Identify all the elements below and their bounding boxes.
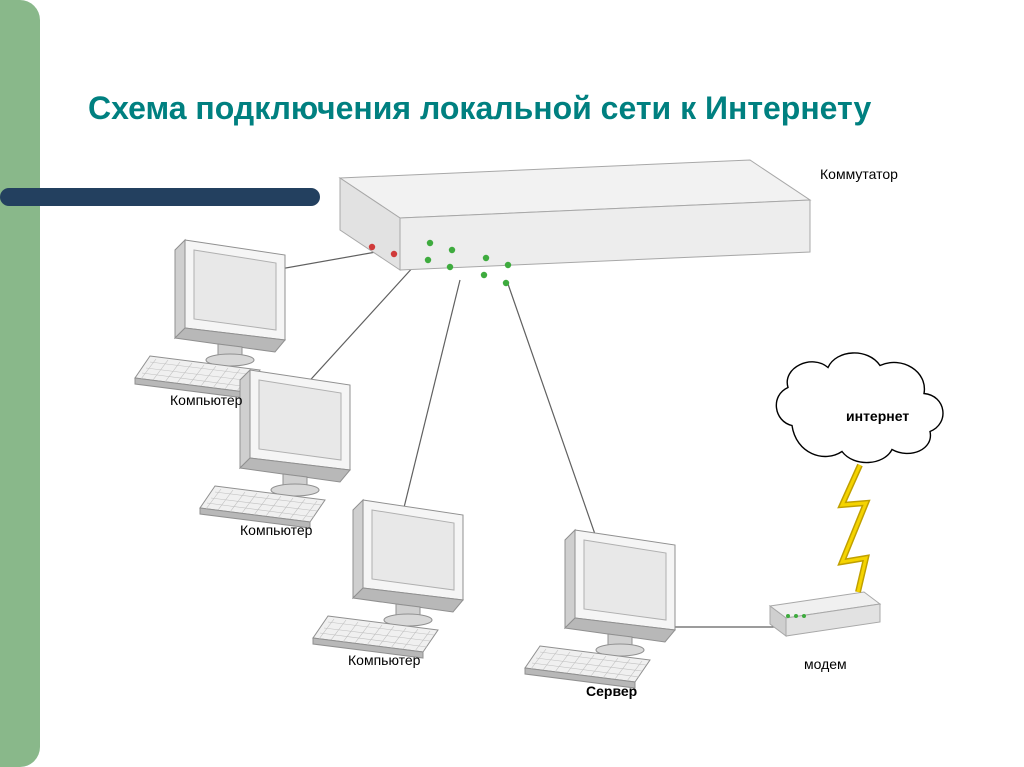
switch-device	[340, 160, 810, 286]
computer1-label: Компьютер	[170, 392, 242, 408]
computer2-label: Компьютер	[240, 522, 312, 538]
computer3-label: Компьютер	[348, 652, 420, 668]
network-diagram	[0, 0, 1024, 767]
server-label: Сервер	[586, 683, 637, 699]
server-device	[525, 530, 675, 688]
computer-3	[313, 500, 463, 658]
internet-label: интернет	[846, 408, 909, 424]
modem-label: модем	[804, 656, 847, 672]
switch-label: Коммутатор	[820, 166, 898, 182]
